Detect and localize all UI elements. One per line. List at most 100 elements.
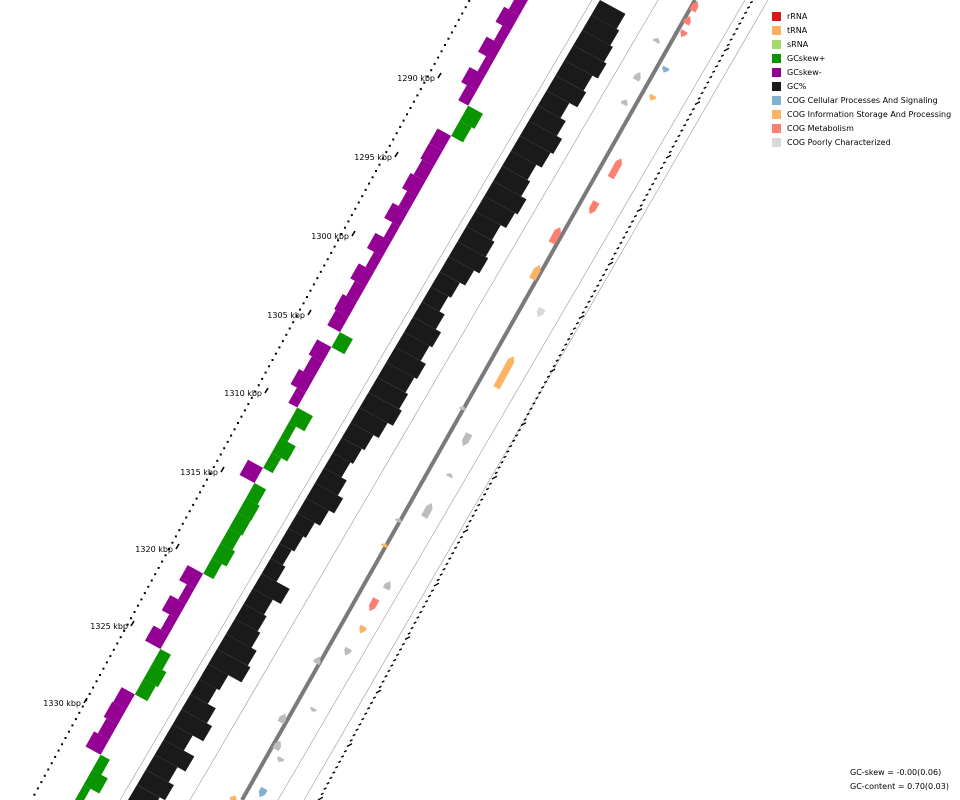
minor-tick <box>422 605 426 609</box>
major-tick <box>175 543 180 550</box>
major-tick <box>264 387 269 394</box>
scale-dot <box>299 308 302 311</box>
minor-tick <box>749 0 754 4</box>
gc-stats: GC-skew = -0.00(0.06) GC-content = 0.70(… <box>850 766 949 794</box>
minor-tick <box>654 177 658 181</box>
gc-skew-bar <box>331 332 353 355</box>
gc-skew-bar <box>346 280 366 302</box>
minor-tick <box>442 567 446 571</box>
gc-content-bar <box>582 15 620 46</box>
minor-tick <box>709 75 713 79</box>
minor-tick <box>381 680 385 683</box>
minor-tick <box>445 562 449 566</box>
scale-dot <box>371 176 374 179</box>
scale-dot <box>343 226 346 229</box>
legend-swatch <box>772 109 781 119</box>
minor-tick <box>395 653 400 657</box>
minor-tick <box>329 776 333 780</box>
gc-skew-bar <box>458 85 477 106</box>
legend-swatch <box>772 67 781 77</box>
gc-content-bar <box>136 769 174 800</box>
scale-dot <box>340 233 343 235</box>
guide-line <box>189 0 659 800</box>
gc-content-bar <box>412 301 445 330</box>
minor-tick <box>677 134 681 138</box>
scale-dot <box>95 680 98 683</box>
minor-tick <box>671 145 675 148</box>
gc-skew-bar <box>495 6 520 31</box>
minor-tick <box>407 632 411 635</box>
position-tick-label: 1295 kbp <box>354 153 392 162</box>
legend-item: GC% <box>772 79 951 93</box>
scale-dot <box>288 327 291 330</box>
scale-dot <box>347 220 350 223</box>
minor-tick <box>453 546 458 550</box>
gc-skew-bar <box>288 387 306 408</box>
minor-tick <box>683 123 687 127</box>
gc-content-bar <box>315 467 347 496</box>
scale-dot <box>174 535 177 538</box>
gc-content-bar <box>154 739 195 772</box>
minor-tick <box>662 161 667 164</box>
gc-content-bar <box>457 226 495 257</box>
minor-tick <box>369 701 374 705</box>
gc-content-bar <box>466 211 501 241</box>
gc-content-bar <box>252 573 290 604</box>
scale-dot <box>61 743 64 746</box>
scale-dot <box>161 560 164 563</box>
minor-tick <box>366 707 371 710</box>
minor-tick <box>688 113 693 116</box>
gc-skew-bar <box>451 120 472 143</box>
scale-dot <box>444 44 446 46</box>
gc-skew-bar <box>151 649 171 670</box>
position-tick-label: 1320 kbp <box>135 545 173 554</box>
scale-dot <box>278 346 281 349</box>
scale-dot <box>219 453 222 456</box>
scale-dot <box>361 195 364 198</box>
position-tick-label: 1325 kbp <box>90 622 128 631</box>
scale-dot <box>57 749 60 752</box>
minor-tick <box>517 428 522 432</box>
scale-dot <box>412 100 415 103</box>
scale-dot <box>430 69 433 72</box>
minor-tick <box>488 482 493 485</box>
scale-dot <box>154 573 157 576</box>
minor-tick <box>337 760 342 764</box>
gc-skew-bar <box>461 66 486 91</box>
minor-tick <box>384 674 388 678</box>
minor-tick <box>494 471 498 475</box>
cds-arrow <box>529 265 541 281</box>
guide-line <box>119 0 593 800</box>
gc-content-bar <box>368 377 409 410</box>
scale-dot <box>171 541 174 544</box>
scale-dot <box>102 667 105 670</box>
cds-arrow <box>589 200 600 215</box>
scale-dot <box>447 37 450 40</box>
scale-dot <box>437 56 440 59</box>
legend-swatch <box>772 95 781 105</box>
gc-content-bar <box>217 633 257 666</box>
gc-skew-bar <box>245 483 267 505</box>
gc-skew-bar <box>85 731 110 755</box>
minor-tick <box>572 327 577 330</box>
gc-content-bar <box>208 649 251 683</box>
gc-skew-bar <box>366 232 392 257</box>
minor-tick <box>401 642 406 646</box>
scale-dot <box>181 522 184 525</box>
minor-tick <box>427 594 432 598</box>
major-tick <box>83 697 88 704</box>
gc-skew-bar <box>420 143 443 167</box>
gc-skew-bar <box>327 310 349 333</box>
gc-skew-bar <box>413 159 434 182</box>
gc-skew-bar <box>161 595 187 619</box>
cds-arrow <box>229 795 237 800</box>
gc-content-bar <box>323 452 351 478</box>
minor-tick <box>372 696 377 699</box>
gc-content-bar <box>395 332 430 362</box>
scale-dot <box>388 144 391 147</box>
minor-tick <box>387 669 391 673</box>
gc-content-bar <box>190 679 217 704</box>
minor-tick <box>465 525 469 528</box>
gc-skew-bar <box>178 584 195 604</box>
scale-dot <box>419 88 422 91</box>
